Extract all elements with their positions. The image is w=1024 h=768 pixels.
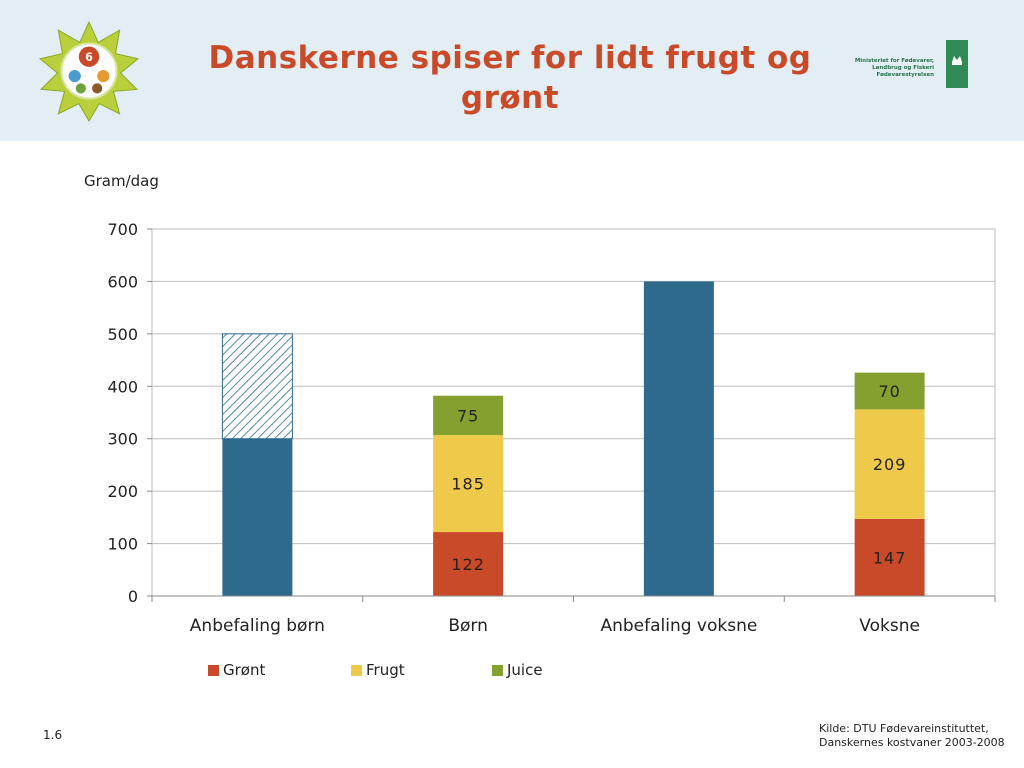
x-tick-label: Voksne [859,616,920,636]
y-tick-label: 200 [107,482,138,501]
y-tick-label: 0 [128,587,138,606]
legend-swatch [492,664,503,676]
bar-grønt [854,518,925,596]
y-tick-label: 700 [107,220,138,239]
legend-label: Frugt [366,661,405,679]
y-tick-label: 500 [107,325,138,344]
bar-juice [433,395,504,436]
bar-anbefaling [643,281,714,596]
y-tick-label: 300 [107,430,138,449]
crown-crest-icon [946,40,968,88]
bar-frugt [854,409,925,519]
slide-title: Danskerne spiser for lidt frugt og grønt [208,40,812,116]
bar-data-label: 209 [873,455,907,474]
page-number: 1.6 [43,728,63,742]
legend-item: Juice [492,661,543,679]
y-tick-label: 400 [107,377,138,396]
bar-data-label: 70 [878,382,900,401]
bar-data-label: 147 [873,548,907,567]
legend-item: Grønt [208,661,265,679]
ministry-logo: Ministeriet for Fødevarer, Landbrug og F… [855,38,970,90]
legend-label: Grønt [223,661,266,679]
slide-header: 6 Danskerne spiser for lidt frugt og grø… [0,0,1024,141]
bar-data-label: 185 [451,475,485,494]
legend-swatch [208,664,219,676]
six-a-day-logo: 6 [38,20,140,122]
legend-item: Frugt [351,661,405,679]
y-tick-label: 600 [107,272,138,291]
source-line-2: Danskernes kostvaner 2003-2008 [819,736,1005,749]
y-tick-label: 100 [107,535,138,554]
legend-swatch [351,664,362,676]
bar-data-label: 122 [451,555,485,574]
y-axis-label: Gram/dag [84,172,159,190]
svg-text:6: 6 [85,51,93,64]
x-tick-label: Anbefaling børn [190,616,325,636]
source-citation: Kilde: DTU Fødevareinstituttet, Danskern… [819,722,1005,750]
bar-data-label: 75 [457,406,479,425]
x-tick-label: Børn [448,616,488,636]
x-tick-label: Anbefaling voksne [600,616,757,636]
source-line-1: Kilde: DTU Fødevareinstituttet, [819,722,989,735]
chart-legend: Grønt Frugt Juice [208,661,608,681]
bar-grønt [433,532,504,596]
bar-anbefaling-interval- [221,333,293,440]
bar-frugt [433,435,504,533]
bar-anbefaling [222,438,293,596]
bar-juice [854,372,925,410]
ministry-logo-text: Ministeriet for Fødevarer, Landbrug og F… [854,58,934,78]
legend-label: Juice [507,661,543,679]
